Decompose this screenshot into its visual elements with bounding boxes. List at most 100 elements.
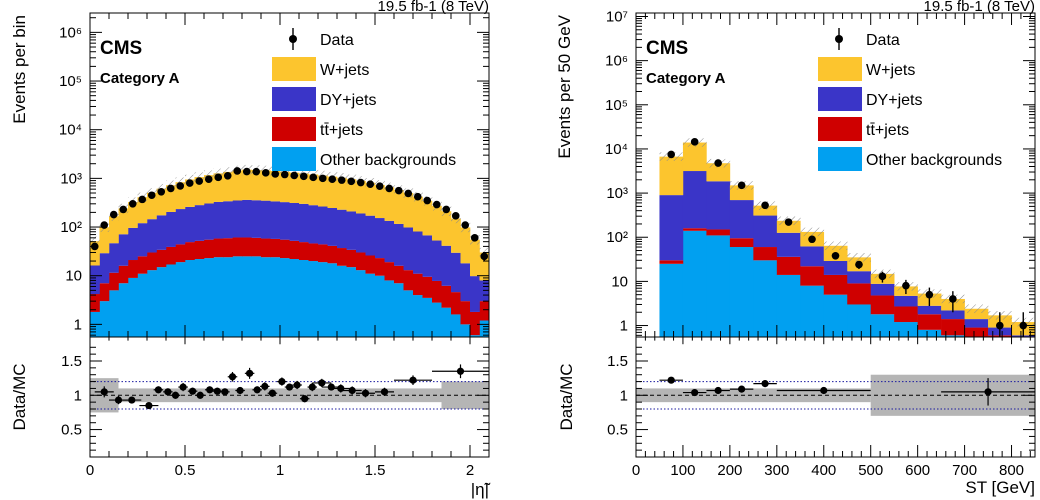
bar-dyjets	[776, 232, 801, 257]
ratio-point	[293, 381, 301, 389]
y-axis-label: Events per bin	[10, 15, 29, 124]
bar-other	[251, 256, 262, 337]
data-point	[808, 235, 816, 244]
bar-ttjets	[289, 240, 300, 260]
bar-dyjets	[156, 215, 167, 250]
bar-other	[706, 235, 731, 337]
hatch-bin	[964, 304, 989, 314]
data-point	[347, 177, 356, 186]
ratio-point	[213, 387, 221, 395]
bar-other	[137, 273, 148, 337]
legend-swatch-wjets	[818, 57, 862, 81]
bar-ttjets	[223, 238, 233, 258]
ratio-point	[301, 395, 309, 403]
bar-wjets	[90, 241, 100, 266]
ratio-point	[318, 379, 326, 387]
ratio-y-tick-label: 0.5	[607, 422, 628, 439]
bar-ttjets	[346, 249, 357, 268]
bar-dyjets	[308, 205, 319, 244]
legend-label: tt̄+jets	[320, 122, 363, 139]
bar-other	[917, 329, 942, 337]
bar-dyjets	[356, 213, 366, 253]
bar-dyjets	[729, 200, 754, 239]
bar-other	[261, 257, 271, 337]
ratio-point	[337, 384, 345, 393]
legend-label: W+jets	[866, 62, 915, 79]
data-point	[470, 234, 479, 242]
ratio-point	[221, 388, 229, 396]
bar-ttjets	[375, 258, 385, 276]
bar-dyjets	[128, 227, 138, 261]
x-axis-ticks: 0 0.5 1 1.5 2	[86, 13, 490, 479]
data-point	[176, 182, 185, 190]
data-point	[271, 170, 280, 178]
ratio-point	[820, 386, 828, 395]
bar-other	[394, 283, 404, 337]
ratio-point	[327, 383, 335, 391]
bar-wjets	[289, 172, 300, 203]
bar-wjets	[204, 175, 214, 204]
bar-other	[308, 261, 319, 337]
y-tick-label: 10	[611, 273, 628, 290]
legend-swatch-other	[818, 147, 862, 171]
bar-wjets	[128, 202, 138, 228]
bar-wjets	[706, 163, 731, 182]
bar-dyjets	[470, 276, 480, 312]
ratio-point	[361, 389, 370, 397]
x-axis-label: |η̃|	[471, 480, 491, 499]
bar-dyjets	[270, 201, 281, 239]
ratio-point	[761, 380, 769, 388]
bar-ttjets	[847, 283, 872, 305]
data-point	[328, 175, 337, 184]
bar-dyjets	[375, 218, 385, 259]
bar-dyjets	[941, 310, 965, 320]
bar-ttjets	[128, 260, 138, 278]
bar-other	[460, 324, 471, 337]
series-other	[659, 230, 965, 337]
bar-wjets	[375, 184, 385, 219]
y-tick-label: 10⁵	[605, 97, 628, 114]
bar-dyjets	[894, 295, 918, 307]
data-point	[204, 175, 213, 184]
bar-ttjets	[118, 265, 129, 284]
bar-wjets	[242, 169, 252, 200]
bar-other	[213, 257, 224, 337]
bar-dyjets	[318, 206, 328, 245]
bar-ttjets	[185, 242, 195, 261]
data-point	[413, 192, 422, 201]
bar-other	[185, 260, 195, 337]
x-tick-label: 600	[905, 462, 930, 479]
legend-swatch-wjets	[272, 57, 316, 81]
data-point	[375, 182, 384, 191]
bar-ttjets	[682, 228, 707, 231]
bar-other	[327, 263, 338, 337]
legend-label: Data	[866, 32, 900, 49]
bar-ttjets	[280, 239, 290, 259]
bar-wjets	[251, 170, 262, 201]
bar-dyjets	[90, 265, 100, 295]
bar-dyjets	[823, 260, 848, 275]
bar-dyjets	[166, 211, 176, 247]
bar-ttjets	[870, 295, 895, 315]
bar-other	[384, 280, 395, 337]
bar-other	[128, 277, 138, 337]
y-tick-label: 10⁵	[59, 73, 82, 90]
ratio-point	[206, 386, 214, 394]
bar-wjets	[346, 179, 357, 212]
x-tick-label: 0.5	[175, 462, 196, 479]
ratio-point	[278, 377, 286, 386]
bar-wjets	[318, 175, 328, 207]
x-tick-label: 0	[86, 462, 94, 479]
bar-ttjets	[659, 260, 684, 264]
bar-ttjets	[90, 294, 100, 312]
bar-ttjets	[460, 301, 471, 325]
data-point	[667, 150, 676, 159]
bar-wjets	[659, 156, 684, 196]
bar-other	[147, 270, 157, 337]
data-point	[432, 200, 441, 209]
data-point	[233, 167, 242, 175]
bar-other	[470, 335, 480, 337]
bar-dyjets	[251, 200, 262, 238]
bar-ttjets	[776, 256, 801, 275]
bar-dyjets	[413, 231, 423, 274]
